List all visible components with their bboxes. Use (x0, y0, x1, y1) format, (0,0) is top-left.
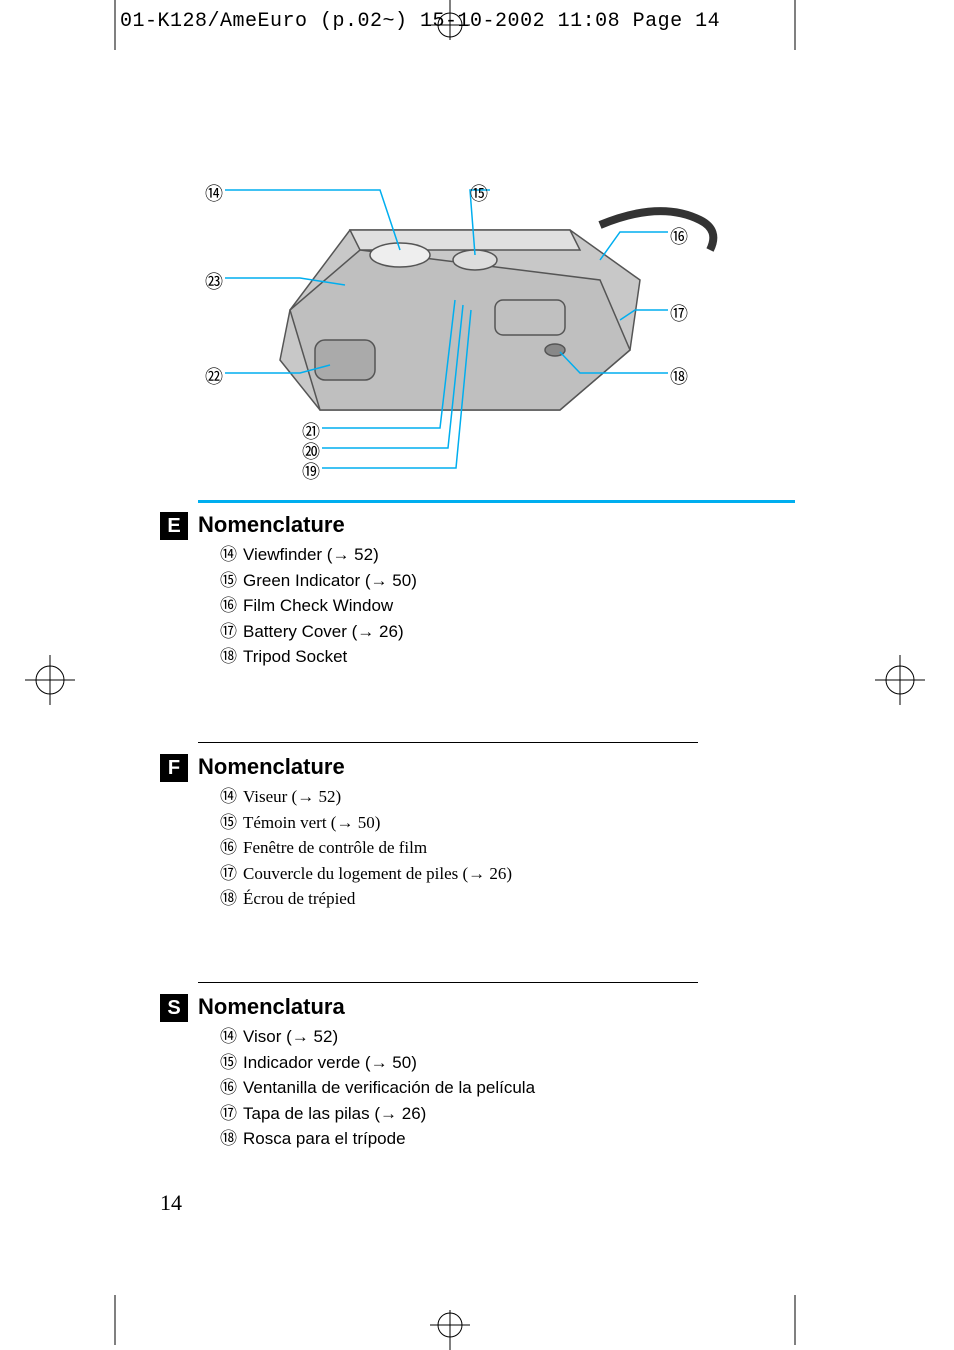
callout-label: ⑲ (302, 458, 320, 484)
crop-top-right (780, 0, 810, 50)
callout-label: ⑯ (670, 223, 688, 249)
item-text: Écrou de trépied (243, 886, 355, 912)
item-text: Viewfinder (→ 52) (243, 542, 379, 568)
item-text: Couvercle du logement de piles (→ 26) (243, 861, 512, 887)
rule-section-3 (198, 982, 698, 983)
section-title: Nomenclature (198, 754, 512, 780)
item-number: ⑰ (220, 861, 237, 887)
item-list: ⑭Viseur (→ 52)⑮Témoin vert (→ 50)⑯Fenêtr… (220, 784, 512, 912)
language-badge: E (160, 512, 188, 540)
callout-label: ⑰ (670, 300, 688, 326)
list-item: ⑯Film Check Window (220, 593, 417, 619)
list-item: ⑰Couvercle du logement de piles (→ 26) (220, 861, 512, 887)
item-text: Tapa de las pilas (→ 26) (243, 1101, 426, 1127)
section-title: Nomenclature (198, 512, 417, 538)
item-list: ⑭Viewfinder (→ 52)⑮Green Indicator (→ 50… (220, 542, 417, 670)
callout-label: ⑮ (470, 180, 488, 206)
callout-label: ㉒ (205, 363, 223, 389)
item-text: Fenêtre de contrôle de film (243, 835, 427, 861)
list-item: ⑭Viseur (→ 52) (220, 784, 512, 810)
item-number: ⑭ (220, 542, 237, 568)
item-text: Battery Cover (→ 26) (243, 619, 404, 645)
page-number: 14 (160, 1190, 182, 1216)
callout-label: ⑱ (670, 363, 688, 389)
list-item: ⑰Tapa de las pilas (→ 26) (220, 1101, 535, 1127)
list-item: ⑱Écrou de trépied (220, 886, 512, 912)
list-item: ⑯Fenêtre de contrôle de film (220, 835, 512, 861)
list-item: ⑮Green Indicator (→ 50) (220, 568, 417, 594)
crop-bot-right (780, 1295, 810, 1345)
item-text: Tripod Socket (243, 644, 347, 670)
item-text: Viseur (→ 52) (243, 784, 341, 810)
rule-section-1 (198, 500, 795, 503)
item-number: ⑱ (220, 1126, 237, 1152)
nomenclature-section: Nomenclature ⑭Viewfinder (→ 52)⑮Green Ind… (198, 512, 417, 670)
item-number: ⑱ (220, 644, 237, 670)
item-text: Green Indicator (→ 50) (243, 568, 417, 594)
list-item: ⑰Battery Cover (→ 26) (220, 619, 417, 645)
item-text: Témoin vert (→ 50) (243, 810, 380, 836)
section-title: Nomenclatura (198, 994, 535, 1020)
callout-label: ⑭ (205, 180, 223, 206)
nomenclature-section: Nomenclatura ⑭Visor (→ 52)⑮Indicador verd… (198, 994, 535, 1152)
list-item: ⑭Viewfinder (→ 52) (220, 542, 417, 568)
crop-top-left (100, 0, 130, 50)
list-item: ⑱Rosca para el trípode (220, 1126, 535, 1152)
camera-diagram: ⑭⑮⑯⑰⑱㉓㉒㉑⑳⑲ (200, 160, 760, 470)
item-number: ⑮ (220, 1050, 237, 1076)
list-item: ⑱Tripod Socket (220, 644, 417, 670)
item-text: Visor (→ 52) (243, 1024, 338, 1050)
callout-label: ㉓ (205, 268, 223, 294)
item-number: ⑮ (220, 810, 237, 836)
rule-section-2 (198, 742, 698, 743)
list-item: ⑮Indicador verde (→ 50) (220, 1050, 535, 1076)
crop-mid-left (20, 650, 80, 710)
list-item: ⑭Visor (→ 52) (220, 1024, 535, 1050)
item-number: ⑭ (220, 1024, 237, 1050)
crop-mid-right (870, 650, 930, 710)
crop-top-center (425, 0, 475, 50)
item-number: ⑯ (220, 835, 237, 861)
item-number: ⑱ (220, 886, 237, 912)
item-number: ⑮ (220, 568, 237, 594)
item-number: ⑰ (220, 1101, 237, 1127)
list-item: ⑮Témoin vert (→ 50) (220, 810, 512, 836)
item-text: Indicador verde (→ 50) (243, 1050, 417, 1076)
item-number: ⑯ (220, 1075, 237, 1101)
nomenclature-section: Nomenclature ⑭Viseur (→ 52)⑮Témoin vert (… (198, 754, 512, 912)
language-badge: F (160, 754, 188, 782)
list-item: ⑯Ventanilla de verificación de la pelícu… (220, 1075, 535, 1101)
item-list: ⑭Visor (→ 52)⑮Indicador verde (→ 50)⑯Ven… (220, 1024, 535, 1152)
item-number: ⑭ (220, 784, 237, 810)
language-badge: S (160, 994, 188, 1022)
crop-bot-left (100, 1295, 130, 1345)
item-text: Film Check Window (243, 593, 393, 619)
header-text: 01-K128/AmeEuro (p.02~) 15-10-2002 11:08… (120, 10, 720, 33)
item-text: Ventanilla de verificación de la películ… (243, 1075, 535, 1101)
crop-bot-center (425, 1300, 475, 1350)
item-text: Rosca para el trípode (243, 1126, 406, 1152)
item-number: ⑯ (220, 593, 237, 619)
item-number: ⑰ (220, 619, 237, 645)
